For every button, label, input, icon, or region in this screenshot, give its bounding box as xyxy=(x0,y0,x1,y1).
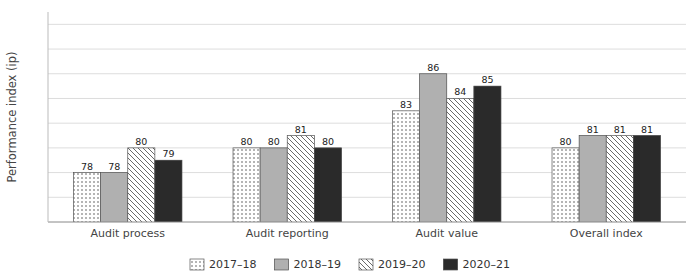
bar-bg xyxy=(287,136,314,222)
y-axis-label: Performance index (ip) xyxy=(5,51,19,182)
bar xyxy=(474,86,501,222)
grid-line xyxy=(48,98,686,99)
bar xyxy=(314,148,341,222)
x-tick-label: Audit reporting xyxy=(246,227,329,240)
x-axis xyxy=(48,222,686,223)
data-label: 80 xyxy=(241,136,253,147)
legend-item: 2017–18 xyxy=(190,258,257,271)
data-label: 80 xyxy=(268,136,280,147)
data-label: 78 xyxy=(108,161,120,172)
bar xyxy=(552,148,579,222)
bar xyxy=(447,98,474,222)
legend-item: 2020–21 xyxy=(444,258,511,271)
bar xyxy=(606,136,633,222)
bar xyxy=(287,136,314,222)
data-label: 80 xyxy=(560,136,572,147)
bar-bg xyxy=(101,173,128,222)
data-label: 81 xyxy=(641,124,653,135)
legend-label: 2020–21 xyxy=(463,258,511,271)
data-label: 84 xyxy=(454,86,466,97)
legend-swatch xyxy=(444,259,458,270)
bars xyxy=(74,74,661,222)
x-tick-label: Audit process xyxy=(90,227,165,240)
data-label: 83 xyxy=(400,99,412,110)
data-label: 86 xyxy=(427,62,439,73)
bar xyxy=(420,74,447,222)
bar xyxy=(74,173,101,222)
bar xyxy=(393,111,420,222)
bar-bg xyxy=(420,74,447,222)
bar xyxy=(579,136,606,222)
legend-swatch-bg xyxy=(359,259,373,270)
bar-bg xyxy=(579,136,606,222)
legend-label: 2019–20 xyxy=(378,258,426,271)
data-label: 79 xyxy=(162,148,174,159)
legend-swatch xyxy=(275,259,289,270)
legend: 2017–18 2018–19 2019–20 2020–21 xyxy=(190,258,510,271)
data-label: 81 xyxy=(614,124,626,135)
data-label: 80 xyxy=(135,136,147,147)
bar-bg xyxy=(128,148,155,222)
bar-bg xyxy=(233,148,260,222)
data-label: 80 xyxy=(322,136,334,147)
bar xyxy=(633,136,660,222)
bar-bg xyxy=(447,98,474,222)
data-label: 85 xyxy=(481,74,493,85)
grid-line xyxy=(48,49,686,50)
x-tick-label: Audit value xyxy=(416,227,479,240)
bar xyxy=(155,160,182,222)
bar-bg xyxy=(393,111,420,222)
grid-line xyxy=(48,24,686,25)
bar-bg xyxy=(552,148,579,222)
legend-item: 2018–19 xyxy=(275,258,342,271)
legend-swatch-bg xyxy=(190,259,204,270)
bar-bg xyxy=(260,148,287,222)
legend-swatch xyxy=(359,259,373,270)
bar-bg xyxy=(314,148,341,222)
bar-bg xyxy=(633,136,660,222)
x-tick-label: Overall index xyxy=(570,227,643,240)
bar xyxy=(128,148,155,222)
data-label: 81 xyxy=(295,124,307,135)
bar xyxy=(233,148,260,222)
legend-label: 2017–18 xyxy=(209,258,257,271)
legend-label: 2018–19 xyxy=(294,258,342,271)
bar xyxy=(260,148,287,222)
data-label: 81 xyxy=(587,124,599,135)
legend-swatch xyxy=(190,259,204,270)
bar-bg xyxy=(474,86,501,222)
legend-swatch-bg xyxy=(275,259,289,270)
data-labels: 78 80 83 80 78 80 86 81 80 81 84 81 79 80 85 81 xyxy=(81,62,653,172)
bar-bg xyxy=(606,136,633,222)
legend-item: 2019–20 xyxy=(359,258,426,271)
grid-line xyxy=(48,73,686,74)
bar-bg xyxy=(74,173,101,222)
y-axis xyxy=(48,12,49,222)
bar xyxy=(101,173,128,222)
legend-swatch-bg xyxy=(444,259,458,270)
chart: 78 80 83 80 78 80 86 81 80 81 84 81 79 80 85 81 Audit pr… xyxy=(0,0,700,280)
bar-bg xyxy=(155,160,182,222)
data-label: 78 xyxy=(81,161,93,172)
